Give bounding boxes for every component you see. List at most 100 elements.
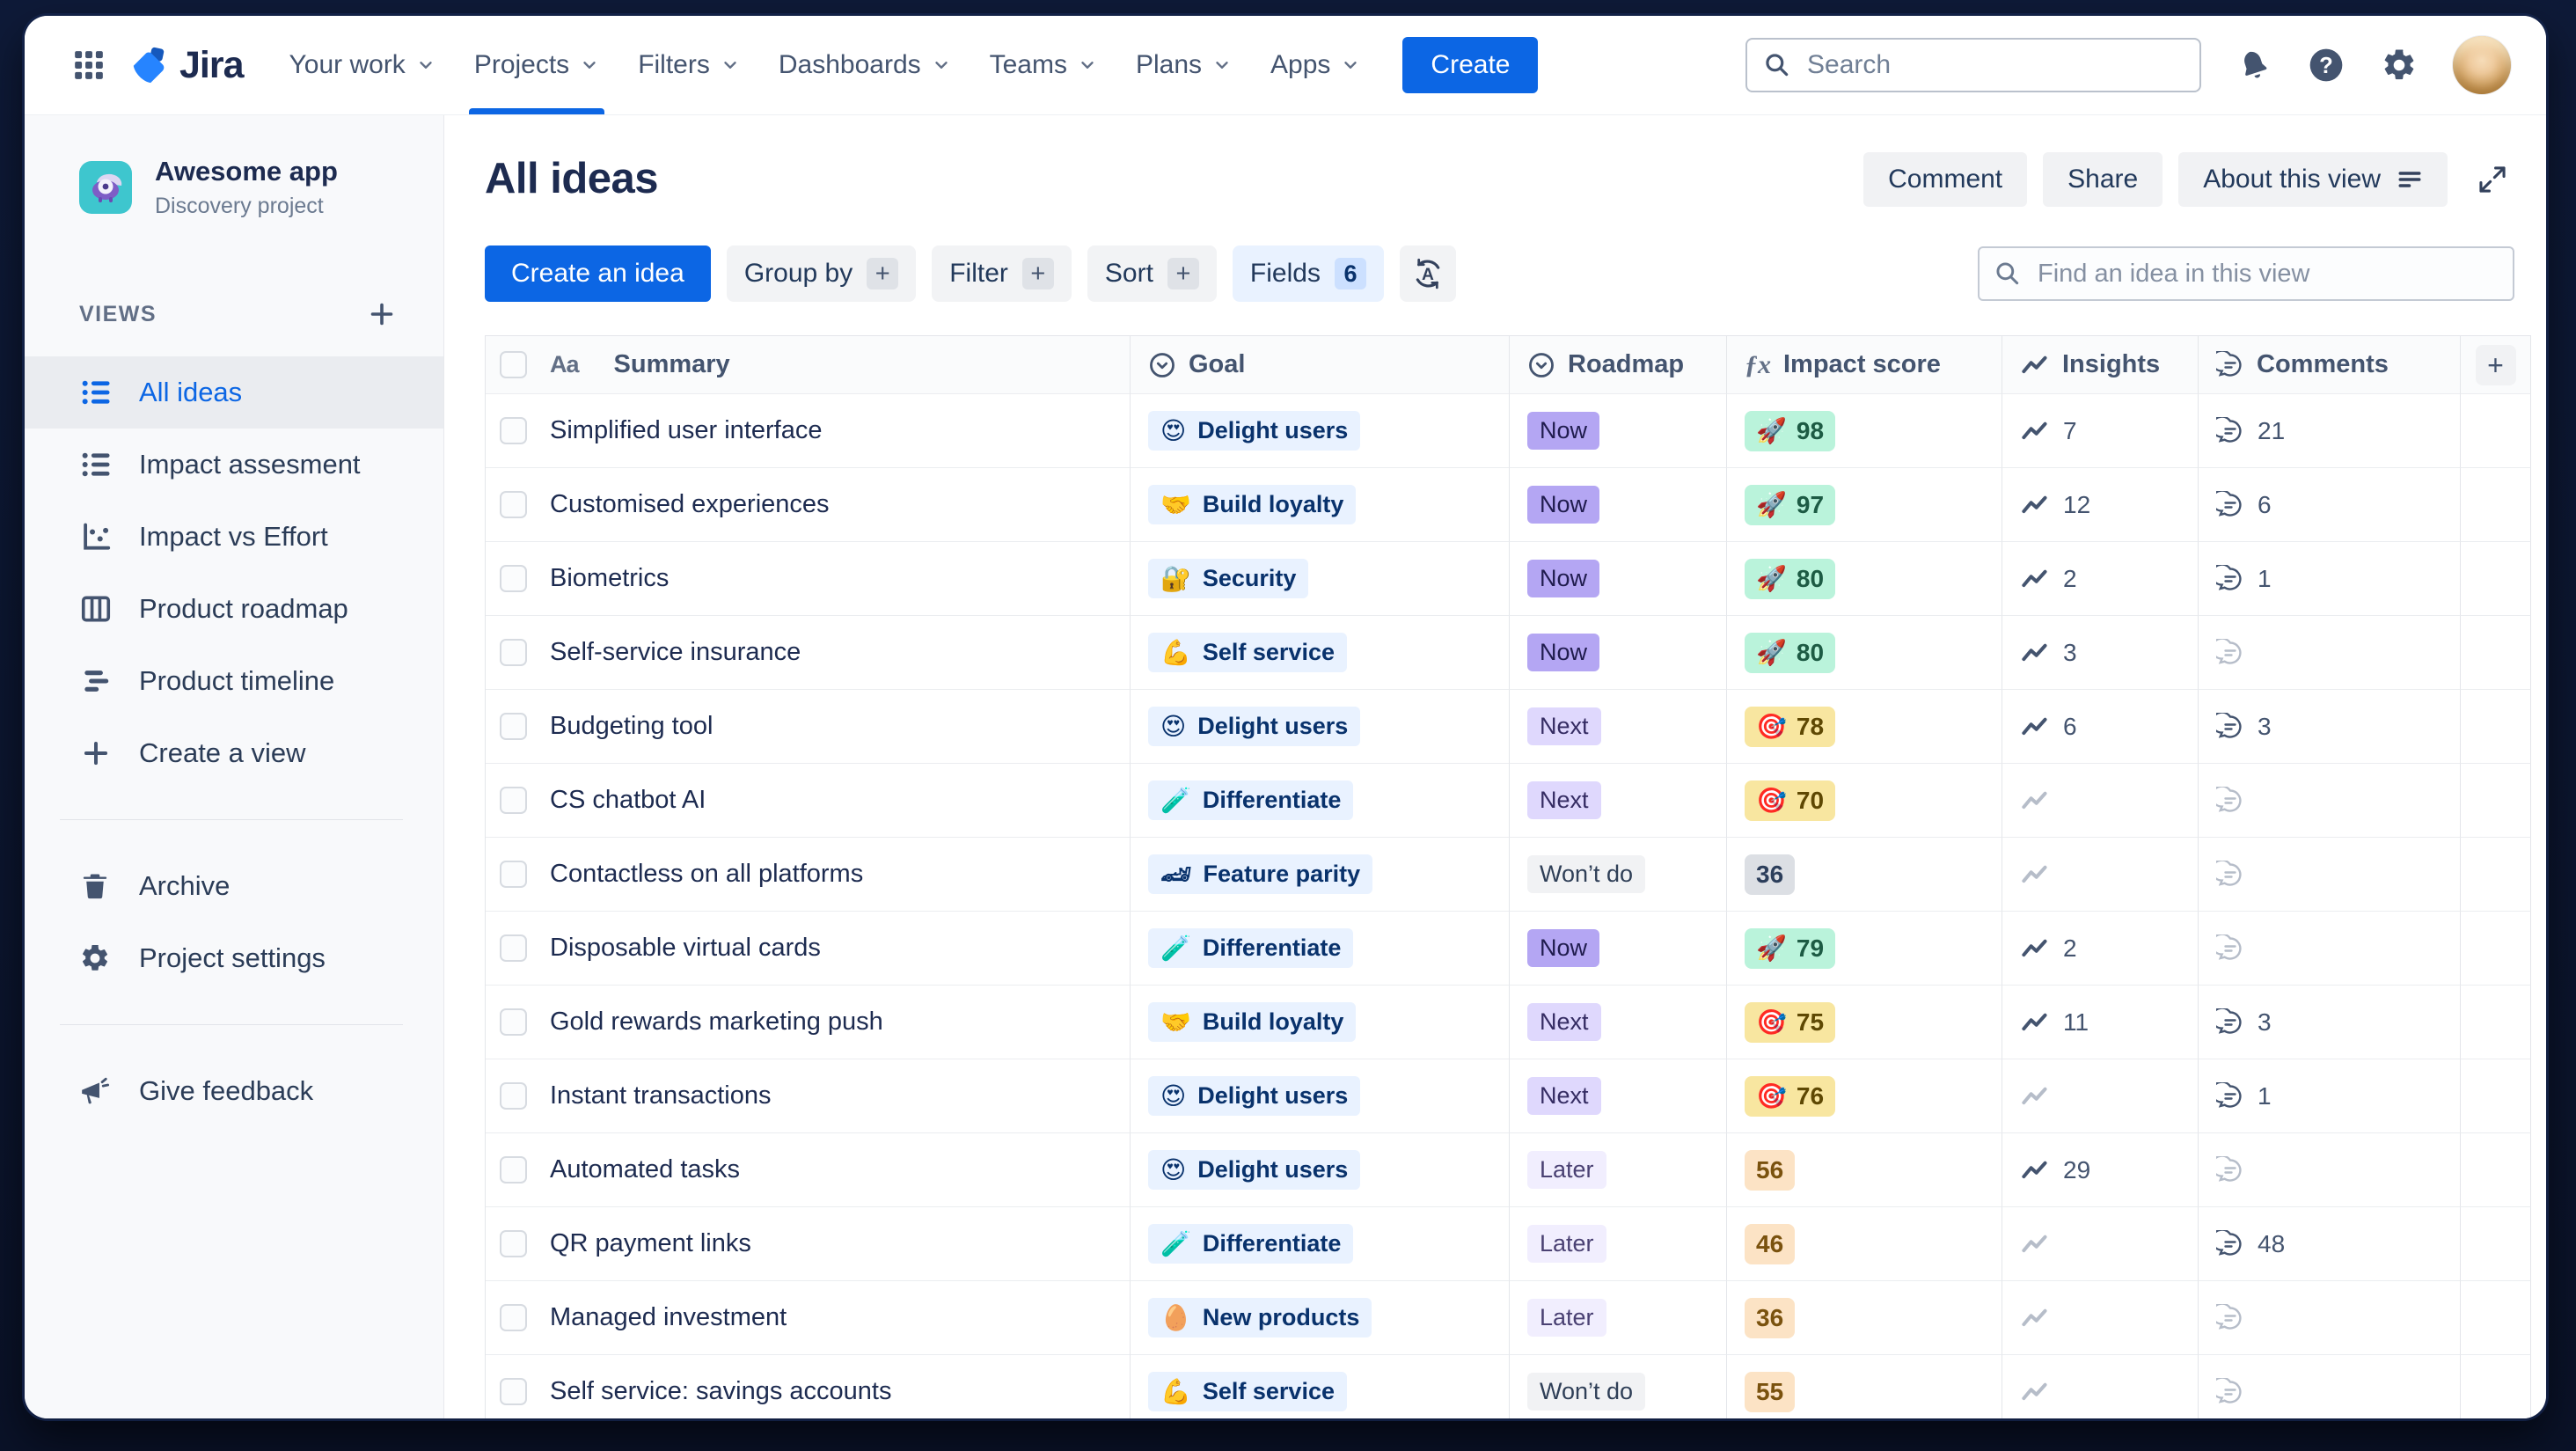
share-button[interactable]: Share [2043, 152, 2163, 207]
add-field-button[interactable]: + [2475, 344, 2516, 385]
nav-item-apps[interactable]: Apps [1251, 16, 1379, 114]
summary-cell[interactable]: QR payment links [486, 1207, 1131, 1281]
notifications-button[interactable] [2236, 48, 2272, 83]
goal-chip[interactable]: 🤝 Build loyalty [1148, 485, 1357, 524]
goal-chip[interactable]: 🧪 Differentiate [1148, 928, 1354, 968]
column-header-insights[interactable]: Insights [2002, 336, 2199, 394]
comments-cell[interactable]: 1 [2199, 542, 2461, 616]
about-this-view-button[interactable]: About this view [2178, 152, 2448, 207]
comments-cell[interactable]: 6 [2199, 468, 2461, 542]
nav-item-filters[interactable]: Filters [618, 16, 759, 114]
comments-cell[interactable] [2199, 1355, 2461, 1418]
summary-cell[interactable]: Customised experiences [486, 468, 1131, 542]
sidebar-item-impact-vs-effort[interactable]: Impact vs Effort [25, 501, 443, 573]
roadmap-badge[interactable]: Next [1527, 781, 1601, 819]
goal-chip[interactable]: 💪 Self service [1148, 633, 1347, 672]
row-checkbox[interactable] [500, 417, 527, 444]
user-avatar[interactable] [2453, 36, 2511, 94]
roadmap-badge[interactable]: Won’t do [1527, 855, 1646, 893]
roadmap-badge[interactable]: Now [1527, 560, 1600, 597]
summary-cell[interactable]: Gold rewards marketing push [486, 986, 1131, 1059]
summary-cell[interactable]: Managed investment [486, 1281, 1131, 1355]
select-all-checkbox[interactable] [500, 351, 527, 378]
nav-item-your-work[interactable]: Your work [270, 16, 455, 114]
sidebar-item-product-roadmap[interactable]: Product roadmap [25, 573, 443, 645]
roadmap-badge[interactable]: Later [1527, 1299, 1606, 1337]
roadmap-badge[interactable]: Later [1527, 1225, 1606, 1263]
goal-chip[interactable]: 🏎 Feature parity [1148, 854, 1373, 894]
comments-cell[interactable] [2199, 1281, 2461, 1355]
roadmap-badge[interactable]: Now [1527, 634, 1600, 671]
nav-item-plans[interactable]: Plans [1116, 16, 1251, 114]
row-checkbox[interactable] [500, 1304, 527, 1331]
summary-cell[interactable]: Self-service insurance [486, 616, 1131, 690]
find-idea-input[interactable] [2036, 258, 2499, 289]
goal-chip[interactable]: 😍 Delight users [1148, 1076, 1361, 1116]
summary-cell[interactable]: Contactless on all platforms [486, 838, 1131, 912]
sidebar-item-all-ideas[interactable]: All ideas [25, 356, 443, 429]
goal-chip[interactable]: 🤝 Build loyalty [1148, 1002, 1357, 1042]
jira-logo[interactable]: Jira [128, 44, 245, 87]
goal-chip[interactable]: 💪 Self service [1148, 1372, 1347, 1411]
roadmap-badge[interactable]: Now [1527, 929, 1600, 967]
app-switcher-button[interactable] [65, 41, 113, 89]
give-feedback-button[interactable]: Give feedback [25, 1055, 443, 1127]
global-search-input[interactable] [1805, 49, 2184, 81]
roadmap-badge[interactable]: Now [1527, 486, 1600, 524]
goal-chip[interactable]: 😍 Delight users [1148, 707, 1361, 746]
summary-cell[interactable]: Biometrics [486, 542, 1131, 616]
create-button[interactable]: Create [1402, 37, 1539, 93]
summary-cell[interactable]: Self service: savings accounts [486, 1355, 1131, 1418]
column-header-goal[interactable]: Goal [1131, 336, 1510, 394]
comments-cell[interactable]: 3 [2199, 690, 2461, 764]
row-checkbox[interactable] [500, 1230, 527, 1257]
summary-cell[interactable]: Simplified user interface [486, 394, 1131, 468]
comments-cell[interactable]: 21 [2199, 394, 2461, 468]
expand-view-button[interactable] [2470, 158, 2514, 202]
column-header-roadmap[interactable]: Roadmap [1510, 336, 1727, 394]
row-checkbox[interactable] [500, 1156, 527, 1184]
comments-cell[interactable] [2199, 764, 2461, 838]
summary-cell[interactable]: Disposable virtual cards [486, 912, 1131, 986]
goal-chip[interactable]: 🧪 Differentiate [1148, 1224, 1354, 1264]
comments-cell[interactable] [2199, 616, 2461, 690]
help-button[interactable]: ? [2307, 46, 2345, 84]
fields-button[interactable]: Fields 6 [1232, 245, 1384, 302]
find-idea-search[interactable] [1978, 246, 2514, 301]
row-checkbox[interactable] [500, 491, 527, 518]
roadmap-badge[interactable]: Now [1527, 412, 1600, 450]
add-view-button[interactable] [362, 295, 401, 333]
summary-cell[interactable]: Instant transactions [486, 1059, 1131, 1133]
comment-button[interactable]: Comment [1863, 152, 2028, 207]
summary-cell[interactable]: Automated tasks [486, 1133, 1131, 1207]
summary-cell[interactable]: Budgeting tool [486, 690, 1131, 764]
row-checkbox[interactable] [500, 1378, 527, 1405]
goal-chip[interactable]: 😍 Delight users [1148, 411, 1361, 451]
sidebar-item-project-settings[interactable]: Project settings [25, 922, 443, 994]
comments-cell[interactable] [2199, 912, 2461, 986]
roadmap-badge[interactable]: Won’t do [1527, 1373, 1646, 1411]
roadmap-badge[interactable]: Next [1527, 707, 1601, 745]
row-checkbox[interactable] [500, 713, 527, 740]
sidebar-item-create-a-view[interactable]: Create a view [25, 717, 443, 789]
filter-button[interactable]: Filter + [932, 245, 1072, 302]
nav-item-projects[interactable]: Projects [455, 16, 618, 114]
comments-cell[interactable] [2199, 838, 2461, 912]
project-header[interactable]: Awesome app Discovery project [25, 156, 443, 219]
column-header-comments[interactable]: Comments [2199, 336, 2461, 394]
comments-cell[interactable]: 3 [2199, 986, 2461, 1059]
roadmap-badge[interactable]: Next [1527, 1077, 1601, 1115]
goal-chip[interactable]: 😍 Delight users [1148, 1150, 1361, 1190]
row-checkbox[interactable] [500, 1008, 527, 1036]
column-header-impact-score[interactable]: ƒx Impact score [1727, 336, 2002, 394]
goal-chip[interactable]: 🔐 Security [1148, 559, 1309, 598]
roadmap-badge[interactable]: Next [1527, 1003, 1601, 1041]
global-search[interactable] [1745, 38, 2201, 92]
row-checkbox[interactable] [500, 1082, 527, 1110]
nav-item-teams[interactable]: Teams [970, 16, 1116, 114]
column-header-summary[interactable]: Aa Summary [486, 336, 1131, 394]
settings-button[interactable] [2381, 47, 2418, 84]
row-checkbox[interactable] [500, 787, 527, 814]
comments-cell[interactable]: 1 [2199, 1059, 2461, 1133]
comments-cell[interactable] [2199, 1133, 2461, 1207]
